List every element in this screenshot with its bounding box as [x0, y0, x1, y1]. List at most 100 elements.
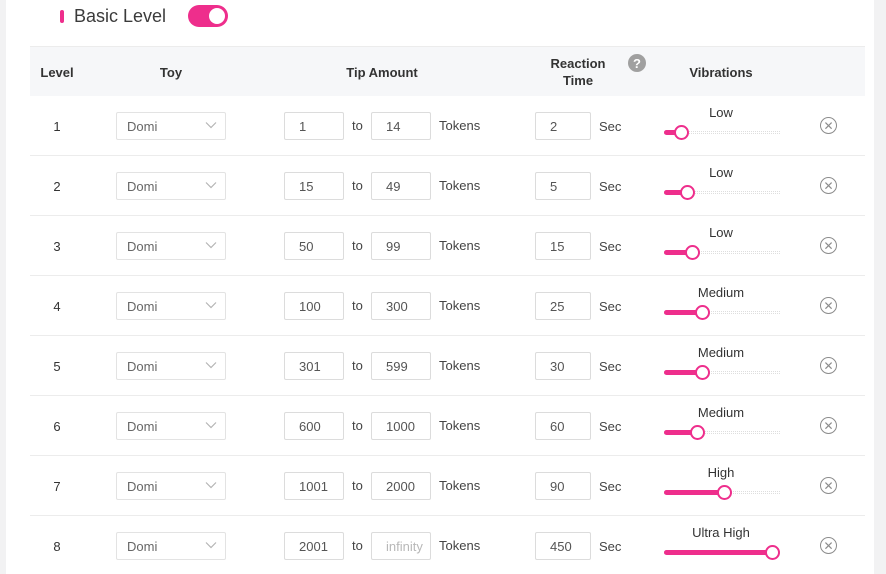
level-header: Basic Level [60, 4, 229, 28]
reaction-time-input[interactable]: 25 [535, 292, 591, 320]
sec-label: Sec [599, 478, 622, 494]
slider-thumb[interactable] [695, 365, 711, 380]
header-reaction-line1: Reaction [550, 56, 606, 71]
basic-level-toggle[interactable] [188, 5, 229, 27]
reaction-time-input[interactable]: 450 [535, 532, 591, 560]
tokens-label: Tokens [439, 177, 481, 193]
slider-fill [664, 250, 693, 255]
vibration-level-label: Low [709, 105, 733, 120]
reaction-time-input[interactable]: 30 [535, 352, 591, 380]
tip-from-input[interactable]: 100 [284, 292, 344, 320]
slider-thumb[interactable] [674, 125, 690, 140]
tip-to-input[interactable]: 1000 [371, 412, 431, 440]
level-number: 2 [53, 178, 61, 194]
header-level: Level [40, 64, 74, 80]
vibration-slider[interactable] [664, 545, 780, 560]
level-number: 8 [53, 538, 61, 554]
tip-to-input[interactable]: 599 [371, 352, 431, 380]
vibration-slider[interactable] [664, 185, 780, 200]
vibration-level-label: Medium [697, 285, 745, 300]
tip-to-input[interactable]: 99 [371, 232, 431, 260]
toy-select[interactable]: Domi [116, 112, 226, 140]
tip-to-input[interactable]: 49 [371, 172, 431, 200]
tokens-label: Tokens [439, 537, 481, 553]
toggle-knob [209, 8, 226, 24]
slider-track [664, 251, 780, 254]
tokens-label: Tokens [439, 357, 481, 373]
table-row: 1 Domi 1 to 14 Tokens 2 Sec Low ✕ [30, 96, 865, 156]
table-row: 4 Domi 100 to 300 Tokens 25 Sec Medium ✕ [30, 276, 865, 336]
reaction-time-input[interactable]: 90 [535, 472, 591, 500]
sec-label: Sec [599, 178, 622, 194]
slider-thumb[interactable] [716, 485, 732, 500]
header-toy: Toy [159, 64, 183, 80]
tokens-label: Tokens [439, 477, 481, 493]
vibration-level-label: Low [709, 225, 733, 240]
tip-from-input[interactable]: 15 [284, 172, 344, 200]
tip-from-input[interactable]: 1001 [284, 472, 344, 500]
remove-level-icon[interactable]: ✕ [820, 417, 837, 434]
vibration-level-label: Ultra High [692, 525, 750, 540]
tip-from-input[interactable]: 1 [284, 112, 344, 140]
toy-select[interactable]: Domi [116, 172, 226, 200]
tip-from-input[interactable]: 301 [284, 352, 344, 380]
remove-level-icon[interactable]: ✕ [820, 237, 837, 254]
help-icon[interactable]: ? [628, 54, 646, 72]
tip-from-input[interactable]: 2001 [284, 532, 344, 560]
tokens-label: Tokens [439, 237, 481, 253]
slider-track [664, 371, 780, 374]
tip-to-input[interactable]: 14 [371, 112, 431, 140]
tip-to-input[interactable]: 300 [371, 292, 431, 320]
table-header: Level Toy Tip Amount Reaction Time ? Vib… [30, 46, 865, 96]
reaction-time-input[interactable]: 60 [535, 412, 591, 440]
to-label: to [352, 237, 363, 253]
slider-thumb[interactable] [680, 185, 696, 200]
toy-select[interactable]: Domi [116, 232, 226, 260]
toy-select-value: Domi [127, 238, 158, 254]
header-vibrations: Vibrations [689, 64, 753, 80]
reaction-time-input[interactable]: 15 [535, 232, 591, 260]
slider-thumb[interactable] [685, 245, 701, 260]
slider-thumb[interactable] [765, 545, 780, 560]
level-number: 7 [53, 478, 61, 494]
vibration-slider[interactable] [664, 425, 780, 440]
toy-select[interactable]: Domi [116, 532, 226, 560]
tip-to-input[interactable]: 2000 [371, 472, 431, 500]
toy-select[interactable]: Domi [116, 472, 226, 500]
reaction-time-input[interactable]: 2 [535, 112, 591, 140]
vibration-level-label: Medium [697, 405, 745, 420]
toy-select[interactable]: Domi [116, 412, 226, 440]
vibration-slider[interactable] [664, 365, 780, 380]
slider-thumb[interactable] [695, 305, 711, 320]
toy-select[interactable]: Domi [116, 352, 226, 380]
level-number: 3 [53, 238, 61, 254]
vibration-slider[interactable] [664, 305, 780, 320]
sec-label: Sec [599, 418, 622, 434]
remove-level-icon[interactable]: ✕ [820, 177, 837, 194]
remove-level-icon[interactable]: ✕ [820, 297, 837, 314]
tip-from-input[interactable]: 600 [284, 412, 344, 440]
toy-select[interactable]: Domi [116, 292, 226, 320]
slider-fill [664, 310, 703, 315]
remove-level-icon[interactable]: ✕ [820, 477, 837, 494]
tip-from-input[interactable]: 50 [284, 232, 344, 260]
vibration-slider[interactable] [664, 245, 780, 260]
vibration-level-label: Medium [697, 345, 745, 360]
level-title: Basic Level [74, 5, 167, 26]
toy-select-value: Domi [127, 358, 158, 374]
table-row: 6 Domi 600 to 1000 Tokens 60 Sec Medium … [30, 396, 865, 456]
tip-to-input[interactable]: infinity [371, 532, 431, 560]
tokens-label: Tokens [439, 117, 481, 133]
slider-track [664, 131, 780, 134]
vibration-level-label: High [707, 465, 735, 480]
slider-thumb[interactable] [690, 425, 706, 440]
tokens-label: Tokens [439, 297, 481, 313]
remove-level-icon[interactable]: ✕ [820, 357, 837, 374]
reaction-time-input[interactable]: 5 [535, 172, 591, 200]
slider-fill [664, 130, 682, 135]
vibration-slider[interactable] [664, 485, 780, 500]
tokens-label: Tokens [439, 417, 481, 433]
remove-level-icon[interactable]: ✕ [820, 117, 837, 134]
remove-level-icon[interactable]: ✕ [820, 537, 837, 554]
vibration-slider[interactable] [664, 125, 780, 140]
